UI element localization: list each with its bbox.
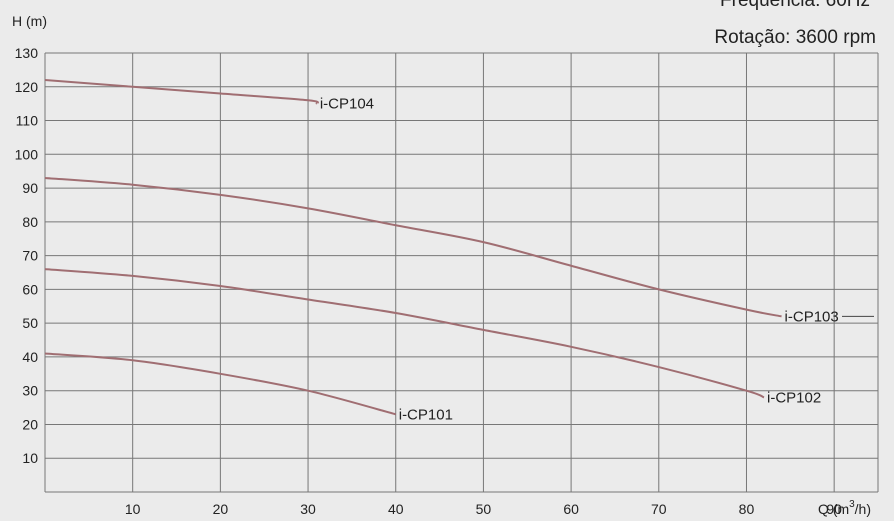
x-axis-label-suffix: /h)	[855, 501, 871, 517]
curve-label-i-CP102: i-CP102	[767, 389, 821, 406]
x-axis-label: Q (m3/h)	[818, 499, 871, 517]
y-tick-label: 70	[22, 248, 38, 264]
y-tick-label: 80	[22, 214, 38, 230]
y-tick-label: 100	[15, 146, 39, 162]
x-axis-label-superscript: 3	[849, 499, 855, 510]
x-axis-label-prefix: Q (m	[818, 501, 849, 517]
curve-label-i-CP104: i-CP104	[320, 96, 374, 113]
x-tick-label: 80	[739, 501, 755, 517]
curves	[44, 79, 782, 416]
y-tick-label: 10	[22, 450, 38, 466]
frequency-text: Frequência: 60Hz	[720, 0, 870, 11]
rotation-text: Rotação: 3600 rpm	[714, 27, 876, 48]
y-tick-label: 60	[22, 281, 38, 297]
x-tick-label: 10	[125, 501, 141, 517]
y-tick-label: 50	[22, 315, 38, 331]
curve-label-i-CP103: i-CP103	[785, 308, 839, 325]
x-tick-label: 90	[826, 501, 842, 517]
curve-i-CP103	[44, 176, 782, 318]
grid	[44, 52, 879, 493]
y-tick-label: 130	[15, 45, 39, 61]
x-tick-label: 60	[563, 501, 579, 517]
x-tick-label: 20	[213, 501, 229, 517]
curve-labels: i-CP104 i-CP103 i-CP102 i-CP101	[320, 96, 874, 423]
y-tick-label: 120	[15, 79, 39, 95]
x-tick-label: 40	[388, 501, 404, 517]
curve-label-i-CP101: i-CP101	[399, 406, 453, 423]
y-tick-label: 20	[22, 416, 38, 432]
y-tick-label: 110	[16, 113, 39, 129]
x-tick-label: 50	[476, 501, 492, 517]
y-axis-label: H (m)	[12, 13, 47, 29]
y-tick-label: 90	[22, 180, 38, 196]
x-tick-label: 30	[300, 501, 316, 517]
curve-i-CP101	[44, 352, 396, 416]
y-tick-label: 30	[22, 383, 38, 399]
curve-i-CP104	[44, 79, 319, 105]
tick-labels: 10 20 30 40 50 60 70 80 90 100 110 120 130 10 20 30 40 50…	[15, 45, 843, 517]
curve-i-CP102	[44, 268, 765, 399]
y-tick-label: 40	[22, 349, 38, 365]
x-tick-label: 70	[651, 501, 667, 517]
